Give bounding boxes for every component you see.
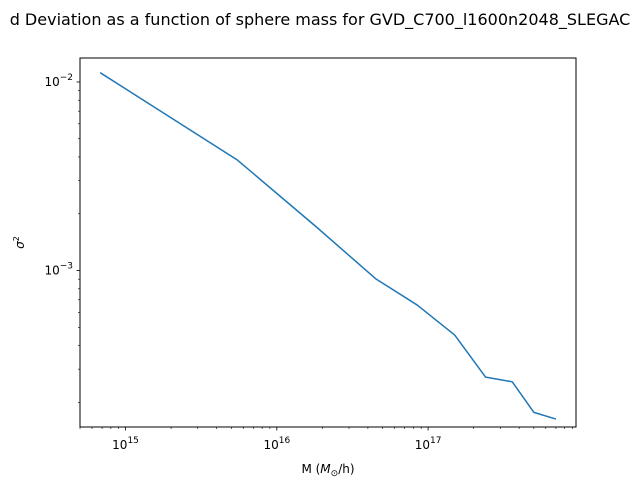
x-tick-label: 1017 [415,436,442,452]
chart-title: d Deviation as a function of sphere mass… [10,10,631,30]
x-axis-label: M (M⊙/h) [301,462,354,479]
minor-ticks [78,90,573,429]
plot-frame [79,57,577,428]
series-layer [99,72,557,420]
series-line-1 [99,72,557,420]
y-tick-label: 10−2 [44,73,73,89]
x-tick-label: 1016 [263,436,290,452]
major-ticks: 1015 1016 1017 10−2 10−3 [44,73,441,452]
y-axis-label: σ2 [12,236,27,249]
x-tick-label: 1015 [112,436,139,452]
y-tick-label: 10−3 [44,262,73,278]
